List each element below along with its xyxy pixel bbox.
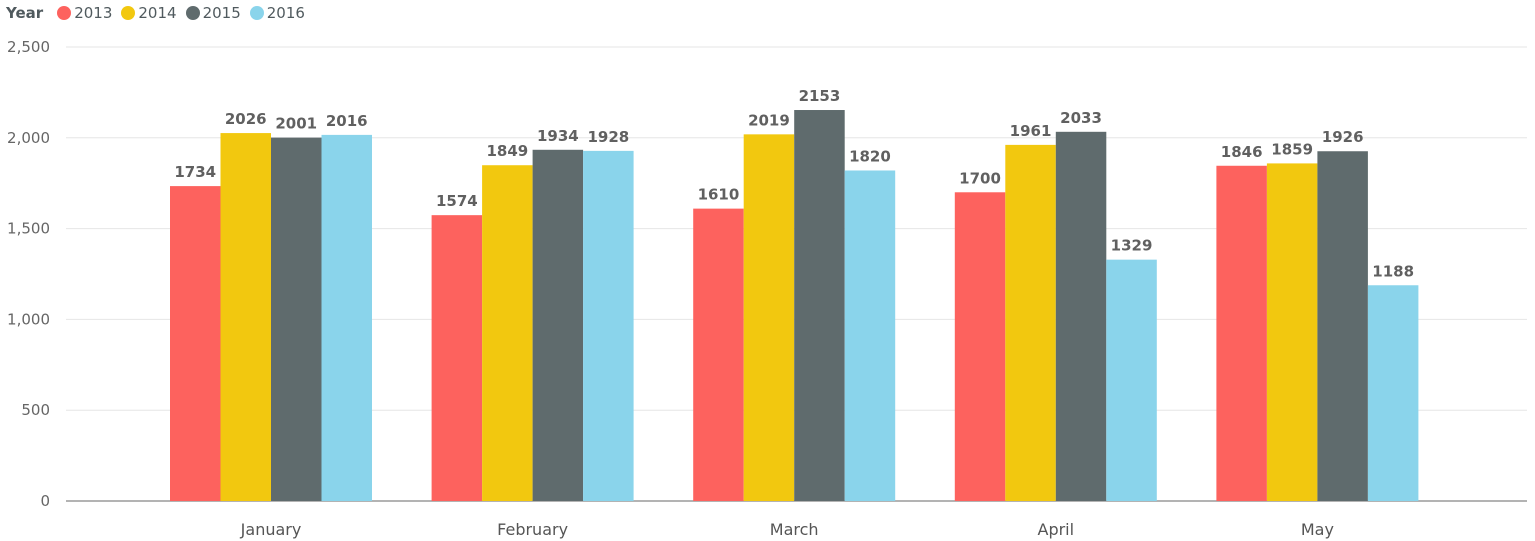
bar-february-2016 [583, 150, 634, 502]
data-label-april-2014: 1961 [1010, 122, 1052, 140]
bar-april-2016 [1106, 259, 1157, 501]
bar-march-2014 [743, 134, 795, 501]
bar-april-2015 [1055, 131, 1107, 502]
bar-january-2016 [321, 134, 372, 501]
legend-swatch-2014 [121, 6, 136, 20]
legend: Year 2013 2014 2015 2016 [6, 2, 314, 24]
legend-label-2016: 2016 [266, 4, 305, 22]
bar-april-2014 [1005, 144, 1056, 502]
bar-may-2014 [1266, 163, 1318, 502]
data-label-march-2014: 2019 [748, 111, 790, 129]
x-tick-label-march: March [770, 520, 819, 539]
bar-may-2013 [1216, 165, 1267, 501]
data-label-march-2013: 1610 [698, 186, 740, 204]
data-label-april-2015: 2033 [1060, 109, 1102, 127]
bar-february-2013 [431, 215, 483, 501]
y-tick-label-500: 500 [21, 401, 50, 419]
data-label-may-2013: 1846 [1221, 143, 1263, 161]
data-label-april-2013: 1700 [959, 169, 1001, 187]
legend-item-2013[interactable]: 2013 [57, 4, 112, 22]
legend-label-2014: 2014 [138, 4, 177, 22]
y-tick-label-1500: 1,500 [7, 220, 50, 238]
x-tick-label-february: February [497, 520, 568, 539]
y-tick-label-1000: 1,000 [7, 310, 50, 328]
data-label-february-2015: 1934 [537, 127, 579, 145]
data-label-february-2013: 1574 [436, 192, 478, 210]
y-tick-label-2000: 2,000 [7, 129, 50, 147]
data-label-february-2016: 1928 [587, 128, 629, 146]
legend-swatch-2013 [57, 6, 72, 20]
bar-february-2015 [532, 149, 584, 502]
legend-swatch-2016 [249, 6, 264, 20]
bar-march-2016 [844, 170, 896, 501]
bar-april-2013 [954, 192, 1006, 501]
data-label-may-2015: 1926 [1322, 128, 1364, 146]
bar-january-2013 [170, 186, 221, 502]
bar-may-2015 [1317, 151, 1368, 501]
legend-item-2016[interactable]: 2016 [249, 4, 305, 22]
legend-item-2015[interactable]: 2015 [185, 4, 241, 22]
data-label-february-2014: 1849 [486, 142, 528, 160]
bar-march-2013 [693, 208, 744, 501]
legend-item-2014[interactable]: 2014 [121, 4, 177, 22]
data-label-may-2014: 1859 [1271, 140, 1313, 158]
bar-january-2015 [271, 137, 322, 501]
data-label-march-2016: 1820 [849, 147, 891, 165]
y-tick-label-0: 0 [40, 492, 50, 510]
data-label-march-2015: 2153 [799, 87, 841, 105]
legend-label-2013: 2013 [74, 4, 113, 22]
legend-swatch-2015 [185, 6, 200, 20]
y-tick-label-2500: 2,500 [7, 38, 50, 56]
x-tick-label-may: May [1301, 520, 1334, 539]
data-label-january-2015: 2001 [275, 115, 317, 133]
bar-february-2014 [482, 165, 533, 501]
data-label-april-2016: 1329 [1111, 237, 1153, 255]
data-label-january-2013: 1734 [174, 163, 216, 181]
bar-march-2015 [794, 110, 845, 501]
data-label-january-2014: 2026 [225, 110, 267, 128]
x-tick-label-april: April [1038, 520, 1075, 539]
data-label-january-2016: 2016 [326, 112, 368, 130]
data-label-may-2016: 1188 [1372, 262, 1414, 280]
bar-may-2016 [1367, 285, 1419, 501]
bar-january-2014 [220, 133, 271, 501]
x-tick-label-january: January [240, 520, 302, 539]
legend-label-2015: 2015 [202, 4, 241, 22]
legend-title: Year [6, 4, 44, 22]
